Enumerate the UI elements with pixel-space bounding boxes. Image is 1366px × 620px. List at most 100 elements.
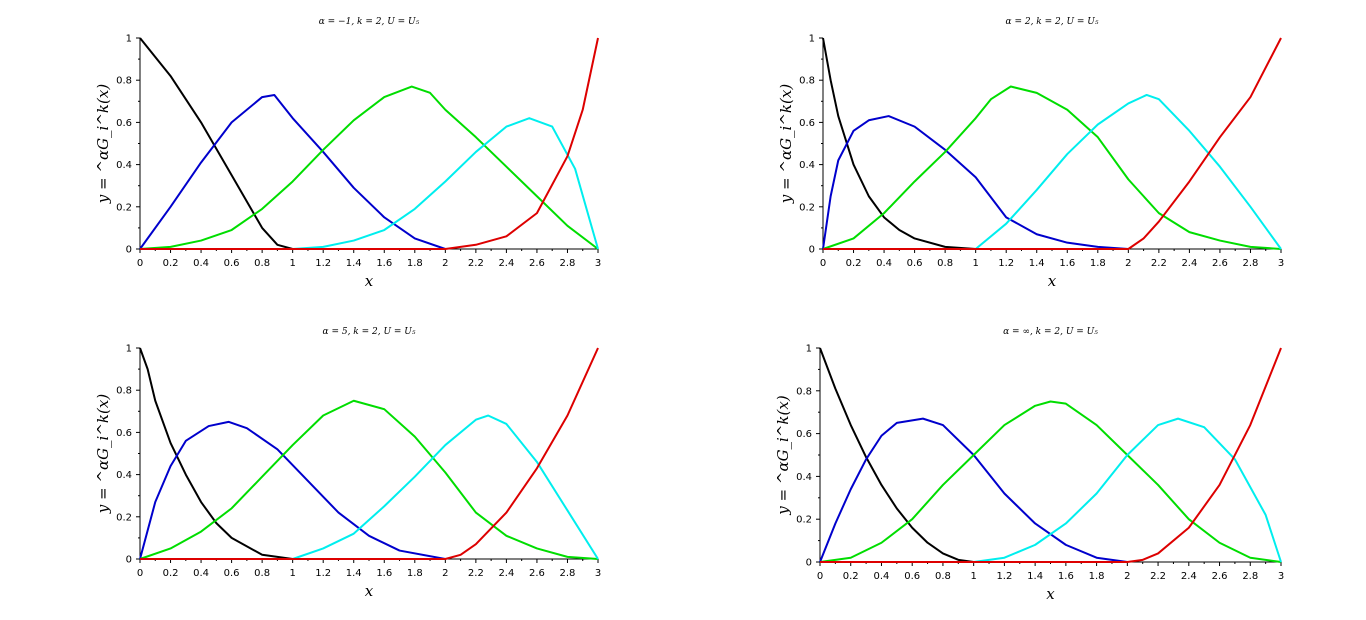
x-tick-label: 1.4 bbox=[346, 568, 362, 579]
x-tick-label: 0.8 bbox=[937, 258, 953, 269]
x-tick-label: 2.2 bbox=[1150, 571, 1166, 582]
y-tick-label: 1 bbox=[126, 34, 132, 45]
series-line-2 bbox=[822, 115, 1129, 250]
x-tick-label: 1.4 bbox=[1029, 258, 1045, 269]
x-tick-label: 1 bbox=[972, 258, 978, 269]
x-tick-label: 0.8 bbox=[935, 571, 951, 582]
x-tick-label: 0 bbox=[137, 258, 143, 269]
series-line-2 bbox=[139, 420, 446, 560]
x-tick-label: 0.8 bbox=[254, 568, 270, 579]
x-tick-label: 0.6 bbox=[224, 568, 240, 579]
x-tick-label: 0 bbox=[817, 571, 823, 582]
x-tick-label: 2.2 bbox=[1151, 258, 1167, 269]
x-tick-label: 2.2 bbox=[468, 258, 484, 269]
chart-panel-2: α = 2, k = 2, U = U₅ 0 0.2 0.4 0.6 0.8 1 1.2 1.4… bbox=[777, 17, 1284, 290]
y-tick-label: 0.4 bbox=[796, 472, 812, 483]
x-axis-label: x bbox=[1048, 272, 1057, 290]
y-tick-label: 0.4 bbox=[116, 470, 132, 481]
series-line-1 bbox=[139, 347, 293, 560]
x-tick-label: 2.2 bbox=[468, 568, 484, 579]
y-tick-label: 0.8 bbox=[116, 386, 132, 397]
x-tick-label: 0.8 bbox=[254, 258, 270, 269]
x-tick-label: 0 bbox=[820, 258, 826, 269]
chart-panel-1: α = −1, k = 2, U = U₅ 0 0.2 0.4 0.6 0.8 1 1.2 1.… bbox=[94, 17, 601, 290]
x-tick-label: 1 bbox=[289, 258, 295, 269]
x-tick-label: 1 bbox=[970, 571, 976, 582]
x-tick-label: 1.8 bbox=[1089, 571, 1105, 582]
x-tick-label: 0.4 bbox=[876, 258, 892, 269]
series-line-4 bbox=[975, 93, 1282, 250]
x-tick-label: 1.4 bbox=[1027, 571, 1043, 582]
x-tick-label: 0.2 bbox=[163, 258, 179, 269]
x-tick-label: 0.2 bbox=[843, 571, 859, 582]
x-tick-label: 2.8 bbox=[1242, 571, 1258, 582]
y-tick-label: 0.6 bbox=[116, 428, 132, 439]
y-tick-label: 1 bbox=[809, 34, 815, 45]
x-tick-label: 2 bbox=[1125, 258, 1131, 269]
x-tick-label: 1.6 bbox=[1059, 258, 1075, 269]
y-tick-label: 0 bbox=[806, 558, 812, 569]
series-line-2 bbox=[819, 417, 1128, 563]
x-tick-label: 2.6 bbox=[529, 568, 545, 579]
y-tick-label: 0 bbox=[126, 555, 132, 566]
y-tick-label: 0.2 bbox=[796, 515, 812, 526]
y-tick-label: 0.6 bbox=[796, 429, 812, 440]
x-tick-label: 1.4 bbox=[346, 258, 362, 269]
x-tick-label: 3 bbox=[595, 568, 601, 579]
x-tick-label: 1.2 bbox=[315, 258, 331, 269]
x-axis-label: x bbox=[1046, 585, 1055, 603]
y-tick-label: 0.6 bbox=[799, 118, 815, 129]
x-tick-label: 1.8 bbox=[407, 258, 423, 269]
x-tick-label: 2.8 bbox=[560, 568, 576, 579]
x-tick-label: 2.4 bbox=[1181, 571, 1197, 582]
y-tick-label: 0.8 bbox=[116, 76, 132, 87]
x-tick-label: 0.4 bbox=[874, 571, 890, 582]
x-tick-label: 2.4 bbox=[498, 568, 514, 579]
y-tick-label: 1 bbox=[126, 344, 132, 355]
y-tick-label: 0.6 bbox=[116, 118, 132, 129]
chart-panel-3: α = 5, k = 2, U = U₅ 0 0.2 0.4 0.6 0.8 1 1.2 1.4… bbox=[94, 327, 601, 600]
y-axis-label: y = ^αG_i^k(x) bbox=[777, 84, 795, 205]
x-tick-label: 2.8 bbox=[1243, 258, 1259, 269]
x-axis-label: x bbox=[365, 582, 374, 600]
y-tick-label: 1 bbox=[806, 344, 812, 355]
y-axis-label: y = ^αG_i^k(x) bbox=[774, 395, 792, 516]
x-tick-label: 2.4 bbox=[1181, 258, 1197, 269]
x-tick-label: 2 bbox=[442, 258, 448, 269]
x-tick-label: 0.4 bbox=[193, 568, 209, 579]
x-tick-label: 0.6 bbox=[904, 571, 920, 582]
x-tick-label: 3 bbox=[1278, 258, 1284, 269]
x-tick-label: 0.4 bbox=[193, 258, 209, 269]
x-tick-label: 0.2 bbox=[163, 568, 179, 579]
x-tick-label: 1.6 bbox=[376, 258, 392, 269]
x-tick-label: 1.8 bbox=[1090, 258, 1106, 269]
x-tick-label: 2 bbox=[442, 568, 448, 579]
x-tick-label: 3 bbox=[595, 258, 601, 269]
series-line-3 bbox=[822, 85, 1282, 250]
x-tick-label: 2.6 bbox=[1212, 571, 1228, 582]
series-line-1 bbox=[139, 37, 293, 250]
x-tick-label: 0.6 bbox=[907, 258, 923, 269]
x-tick-label: 1 bbox=[289, 568, 295, 579]
x-tick-label: 2.4 bbox=[498, 258, 514, 269]
x-tick-label: 1.8 bbox=[407, 568, 423, 579]
y-tick-label: 0 bbox=[126, 245, 132, 256]
x-tick-label: 1.2 bbox=[996, 571, 1012, 582]
x-tick-label: 1.2 bbox=[315, 568, 331, 579]
series-line-3 bbox=[139, 85, 599, 250]
x-axis-label: x bbox=[365, 272, 374, 290]
chart-panel-4: α = ∞, k = 2, U = U₅ 0 0.2 0.4 0.6 0.8 1 1.2 1.4… bbox=[774, 327, 1284, 603]
y-tick-label: 0.8 bbox=[799, 76, 815, 87]
y-tick-label: 0.4 bbox=[799, 160, 815, 171]
y-tick-label: 0.4 bbox=[116, 160, 132, 171]
series-line-1 bbox=[819, 347, 974, 563]
series-line-5 bbox=[823, 37, 1282, 250]
x-tick-label: 1.6 bbox=[376, 568, 392, 579]
series-line-3 bbox=[819, 400, 1282, 563]
x-tick-label: 2.8 bbox=[560, 258, 576, 269]
series-line-1 bbox=[822, 37, 976, 250]
series-line-3 bbox=[139, 399, 599, 560]
chart-title: α = 2, k = 2, U = U₅ bbox=[1006, 17, 1099, 27]
chart-title: α = 5, k = 2, U = U₅ bbox=[323, 327, 416, 337]
